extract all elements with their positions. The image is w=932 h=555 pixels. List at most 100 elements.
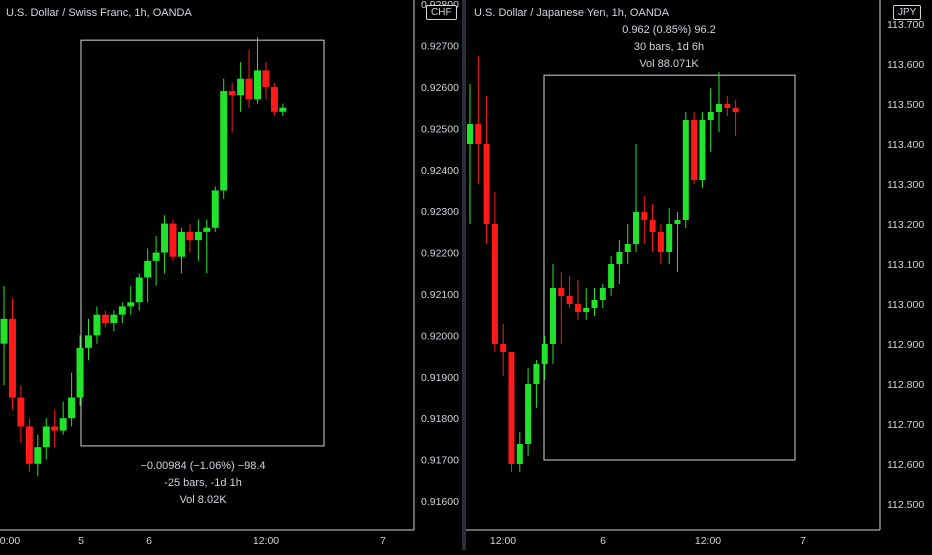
candle-body-up <box>550 288 556 344</box>
price-tick-label: 113.100 <box>887 259 924 271</box>
price-tick-label: 0.91900 <box>421 372 459 384</box>
time-tick-label: 7 <box>800 535 806 547</box>
price-tick-label: 113.000 <box>887 299 924 311</box>
candle-body-down <box>691 120 698 180</box>
candle-body-up <box>85 335 92 348</box>
price-tick-label: 0.92300 <box>421 206 459 218</box>
chart-symbol-title: U.S. Dollar / Japanese Yen, 1h, OANDA <box>474 7 670 19</box>
candle-body-down <box>500 344 507 352</box>
time-tick-label: 12:00 <box>490 535 516 547</box>
price-tick-label: 112.900 <box>887 339 924 351</box>
candle-body-up <box>220 91 228 191</box>
price-tick-label: 113.600 <box>887 59 924 71</box>
price-tick-label: 0.91800 <box>421 413 459 425</box>
candle-body-up <box>237 78 245 96</box>
candle-body-down <box>657 232 664 252</box>
candle-body-down <box>25 426 33 464</box>
chart-pane-usdjpy[interactable]: 113.700 113.600 113.500 113.400 113.300 113.2… <box>466 0 932 550</box>
chart-pane-usdchf[interactable]: 0.928000.927000.926000.925000.924000.923… <box>0 0 466 550</box>
price-tick-label: 0.92700 <box>421 41 459 53</box>
usdjpy-candlestick-chart[interactable]: 113.700 113.600 113.500 113.400 113.300 113.2… <box>466 0 932 550</box>
price-tick-label: 0.91600 <box>421 496 459 508</box>
candle-body-down <box>475 124 482 144</box>
candle-body-up <box>599 288 606 300</box>
time-tick-label: 5 <box>78 535 84 547</box>
measure-stats: −0.00984 (−1.06%) −98.4 -25 bars, -1d 1h… <box>103 458 303 509</box>
price-tick-label: 113.300 <box>887 179 924 191</box>
candle-body-up <box>616 252 623 264</box>
price-tick-label: 112.500 <box>887 499 924 511</box>
candle-body-up <box>533 364 540 384</box>
price-tick-label: 112.600 <box>887 459 924 471</box>
candle-body-down <box>17 397 25 427</box>
measure-price-change: 0.962 (0.85%) 96.2 <box>622 24 716 36</box>
candle-body-up <box>674 220 681 224</box>
candle-body-up <box>59 418 67 431</box>
price-tick-label: 0.92600 <box>421 82 459 94</box>
candle-body-up <box>682 120 689 220</box>
candle-body-up <box>707 112 714 120</box>
candle-body-up <box>254 70 261 100</box>
measure-bars-duration: -25 bars, -1d 1h <box>164 477 242 489</box>
price-tick-label: 0.92200 <box>421 248 459 260</box>
measure-bars-duration: 30 bars, 1d 6h <box>633 41 705 53</box>
candle-body-up <box>716 104 722 112</box>
price-tick-label: 112.700 <box>887 419 924 431</box>
price-tick-label: 0.92100 <box>421 289 459 301</box>
price-tick-label: 113.400 <box>887 139 924 151</box>
candle-body-up <box>699 120 706 180</box>
measure-price-change: −0.00984 (−1.06%) −98.4 <box>140 460 266 472</box>
price-tick-label: 0.92500 <box>421 123 459 135</box>
measure-stats: 0.962 (0.85%) 96.2 30 bars, 1d 6h Vol 88… <box>569 22 769 73</box>
candle-body-down <box>483 144 490 224</box>
time-tick-label: 0:00 <box>0 535 20 547</box>
candle-body-up <box>135 277 143 303</box>
candle-body-up <box>144 260 152 278</box>
currency-badge: CHF <box>426 5 457 20</box>
measure-volume: Vol 8.02K <box>179 494 227 506</box>
candle-body-up <box>666 224 673 252</box>
candle-body-down <box>558 288 565 296</box>
time-tick-label: 12:00 <box>253 535 279 547</box>
price-tick-label: 0.91700 <box>421 455 459 467</box>
candle-body-up <box>633 212 639 244</box>
currency-badge: JPY <box>893 5 922 20</box>
candle-body-down <box>262 70 270 87</box>
candle-body-down <box>641 212 648 220</box>
candle-body-up <box>177 231 185 257</box>
price-tick-label: 113.200 <box>887 219 924 231</box>
time-tick-label: 6 <box>146 535 152 547</box>
price-tick-label: 113.700 <box>887 19 924 31</box>
candle-body-down <box>270 86 278 112</box>
price-tick-label: 0.92400 <box>421 165 459 177</box>
candle-body-down <box>491 224 498 344</box>
candle-body-up <box>34 447 42 464</box>
time-tick-label: 7 <box>380 535 386 547</box>
candle-body-down <box>724 104 731 108</box>
chart-symbol-title: U.S. Dollar / Swiss Franc, 1h, OANDA <box>6 7 192 19</box>
candle-body-down <box>508 352 515 464</box>
candle-body-up <box>161 223 169 253</box>
candle-body-up <box>211 190 219 228</box>
price-tick-label: 0.92000 <box>421 330 459 342</box>
measure-range-box <box>543 74 796 461</box>
pane-divider[interactable] <box>462 0 466 550</box>
measure-range-box <box>80 39 325 447</box>
candle-body-down <box>566 296 573 304</box>
measure-volume: Vol 88.071K <box>639 58 699 70</box>
candle-body-up <box>203 227 211 232</box>
candle-body-down <box>169 223 177 257</box>
candle-body-up <box>624 244 631 252</box>
candle-body-up <box>110 314 118 323</box>
usdchf-candlestick-chart[interactable]: 0.928000.927000.926000.925000.924000.923… <box>0 0 466 550</box>
candle-body-down <box>228 91 236 96</box>
candle-body-up <box>591 300 598 308</box>
candle-body-up <box>608 264 615 288</box>
candle-body-up <box>127 302 135 307</box>
candle-body-down <box>245 78 253 100</box>
time-tick-label: 12:00 <box>695 535 721 547</box>
candle-body-up <box>42 426 50 448</box>
candle-body-up <box>541 344 548 364</box>
candle-body-down <box>649 220 656 232</box>
candle-body-up <box>76 347 84 398</box>
